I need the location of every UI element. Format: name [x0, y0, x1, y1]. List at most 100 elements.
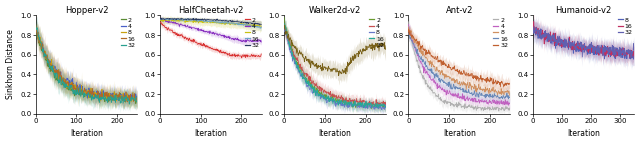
16 — [421, 64, 429, 65]
16 — [502, 97, 509, 98]
32 — [49, 65, 56, 67]
4 — [72, 81, 80, 83]
16 — [583, 49, 591, 51]
4 — [381, 106, 388, 108]
16 — [156, 19, 164, 20]
32 — [72, 91, 80, 93]
16 — [197, 20, 205, 22]
16 — [629, 53, 637, 55]
16 — [350, 104, 358, 106]
8 — [474, 87, 482, 89]
32 — [133, 101, 141, 103]
X-axis label: Iteration: Iteration — [443, 129, 476, 138]
4 — [445, 91, 453, 93]
4 — [350, 99, 358, 100]
4 — [381, 105, 389, 106]
32 — [280, 24, 288, 26]
2 — [445, 101, 453, 103]
X-axis label: Iteration: Iteration — [195, 129, 227, 138]
32 — [156, 19, 164, 21]
4 — [133, 96, 141, 97]
8 — [215, 22, 223, 24]
4 — [257, 41, 265, 43]
Legend: 2, 4, 8, 16, 32: 2, 4, 8, 16, 32 — [120, 17, 136, 49]
32 — [335, 75, 342, 77]
8 — [197, 21, 205, 23]
32 — [475, 80, 483, 82]
4 — [227, 37, 234, 39]
8 — [445, 75, 453, 77]
16 — [280, 23, 288, 24]
4 — [404, 23, 412, 25]
32 — [340, 72, 348, 74]
16 — [297, 71, 305, 72]
16 — [404, 32, 412, 34]
8 — [322, 98, 330, 99]
Y-axis label: Sinkhorn Distance: Sinkhorn Distance — [6, 30, 15, 100]
X-axis label: Iteration: Iteration — [319, 129, 351, 138]
32 — [32, 16, 40, 18]
Line: 8: 8 — [532, 26, 634, 59]
8 — [350, 105, 358, 107]
2 — [474, 106, 482, 108]
2 — [32, 29, 40, 31]
4 — [129, 95, 137, 97]
32 — [198, 19, 206, 21]
Legend: 8, 16, 32: 8, 16, 32 — [617, 17, 633, 36]
2 — [133, 99, 141, 101]
16 — [529, 30, 536, 31]
32 — [227, 20, 234, 22]
2 — [367, 108, 375, 110]
Line: 32: 32 — [36, 17, 137, 104]
Line: 2: 2 — [408, 22, 510, 111]
2 — [72, 92, 80, 93]
4 — [102, 95, 109, 97]
8 — [257, 25, 265, 27]
2 — [173, 34, 180, 35]
2 — [495, 110, 502, 112]
2 — [214, 49, 222, 51]
32 — [445, 67, 453, 68]
8 — [629, 55, 637, 57]
32 — [254, 22, 262, 24]
Line: 16: 16 — [160, 19, 261, 28]
32 — [255, 24, 263, 26]
Line: 4: 4 — [284, 25, 385, 107]
4 — [506, 103, 514, 105]
4 — [322, 90, 330, 92]
8 — [626, 53, 634, 54]
32 — [280, 28, 288, 29]
32 — [447, 67, 454, 68]
Title: Humanoid-v2: Humanoid-v2 — [556, 6, 612, 15]
8 — [529, 32, 536, 33]
8 — [102, 95, 109, 97]
2 — [257, 53, 265, 55]
16 — [447, 88, 454, 90]
8 — [166, 18, 174, 20]
32 — [381, 49, 389, 50]
8 — [583, 49, 591, 51]
16 — [124, 101, 131, 103]
Line: 16: 16 — [284, 23, 385, 108]
8 — [72, 87, 80, 89]
32 — [321, 66, 329, 68]
2 — [254, 55, 262, 57]
8 — [447, 76, 454, 78]
32 — [500, 86, 508, 88]
Line: 8: 8 — [36, 24, 137, 102]
4 — [197, 30, 205, 31]
8 — [404, 26, 412, 28]
8 — [227, 24, 234, 25]
8 — [156, 19, 164, 21]
4 — [74, 87, 81, 89]
16 — [257, 26, 265, 28]
8 — [556, 45, 564, 47]
4 — [280, 24, 288, 26]
16 — [227, 22, 234, 24]
2 — [280, 16, 288, 18]
Line: 32: 32 — [408, 30, 510, 87]
16 — [74, 84, 81, 86]
8 — [506, 95, 514, 96]
4 — [49, 67, 56, 69]
2 — [102, 98, 109, 99]
